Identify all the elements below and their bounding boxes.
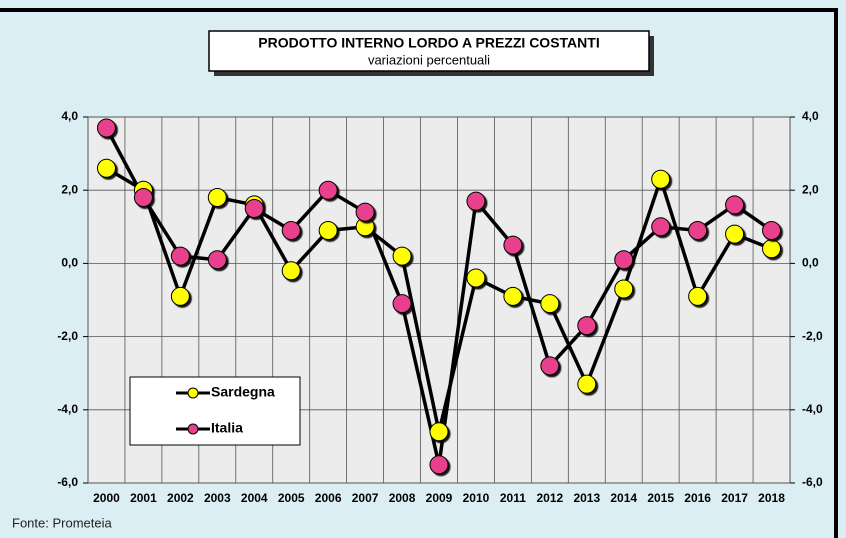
x-tick-label: 2016 (684, 491, 711, 505)
point (318, 220, 338, 240)
point (577, 316, 597, 336)
y2-tick-label: -6,0 (802, 475, 823, 489)
source: Fonte: Prometeia (12, 515, 112, 530)
point (651, 217, 671, 237)
x-tick-label: 2012 (536, 491, 563, 505)
point (688, 220, 708, 240)
point (392, 294, 412, 314)
x-tick-label: 2018 (758, 491, 785, 505)
y2-tick-label: 2,0 (802, 182, 819, 196)
legend-label: Italia (211, 420, 243, 436)
x-tick-label: 2015 (647, 491, 674, 505)
legend-marker (187, 423, 199, 435)
point (466, 191, 486, 211)
x-tick-label: 2017 (721, 491, 748, 505)
title-box (208, 30, 650, 72)
point (355, 202, 375, 222)
point (466, 268, 486, 288)
point (392, 246, 412, 266)
y2-tick-label: -4,0 (802, 402, 823, 416)
point (207, 250, 227, 270)
x-tick-label: 2006 (315, 491, 342, 505)
x-tick-label: 2003 (204, 491, 231, 505)
y-tick-label: 2,0 (61, 182, 78, 196)
x-tick-label: 2004 (241, 491, 268, 505)
chart-title: PRODOTTO INTERNO LORDO A PREZZI COSTANTI (258, 35, 599, 51)
y-tick-label: 0,0 (61, 256, 78, 270)
y2-tick-label: 0,0 (802, 256, 819, 270)
y2-tick-label: 4,0 (802, 109, 819, 123)
y-tick-label: -6,0 (57, 475, 78, 489)
y2-tick-label: -2,0 (802, 329, 823, 343)
point (725, 224, 745, 244)
point (96, 158, 116, 178)
point (244, 199, 264, 218)
point (281, 220, 301, 240)
legend-marker (187, 387, 199, 399)
x-tick-label: 2009 (426, 491, 453, 505)
point (540, 294, 560, 314)
point (614, 279, 634, 299)
point (762, 239, 782, 259)
point (429, 422, 449, 442)
point (651, 169, 671, 189)
point (170, 246, 190, 266)
point (762, 220, 782, 240)
y-tick-label: -2,0 (57, 329, 78, 343)
point (170, 286, 190, 306)
x-tick-label: 2014 (610, 491, 637, 505)
x-tick-label: 2011 (500, 491, 526, 505)
x-tick-label: 2013 (573, 491, 600, 505)
point (318, 180, 338, 200)
legend-box (129, 376, 301, 446)
legend-label: Sardegna (211, 384, 275, 400)
x-tick-label: 2002 (167, 491, 194, 505)
y-tick-label: 4,0 (61, 109, 78, 123)
x-tick-label: 2010 (463, 491, 490, 505)
x-tick-label: 2001 (130, 491, 157, 505)
point (429, 455, 449, 475)
x-tick-label: 2008 (389, 491, 416, 505)
x-tick-label: 2000 (93, 491, 120, 505)
x-tick-label: 2007 (352, 491, 379, 505)
point (281, 261, 301, 281)
point (503, 286, 523, 306)
point (503, 235, 523, 255)
point (577, 374, 597, 394)
y-tick-label: -4,0 (57, 402, 78, 416)
point (725, 195, 745, 215)
point (207, 188, 227, 208)
point (688, 286, 708, 306)
point (96, 118, 116, 138)
point (540, 356, 560, 376)
chart-subtitle: variazioni percentuali (368, 52, 490, 67)
point (133, 188, 153, 208)
x-tick-label: 2005 (278, 491, 305, 505)
point (614, 250, 634, 270)
